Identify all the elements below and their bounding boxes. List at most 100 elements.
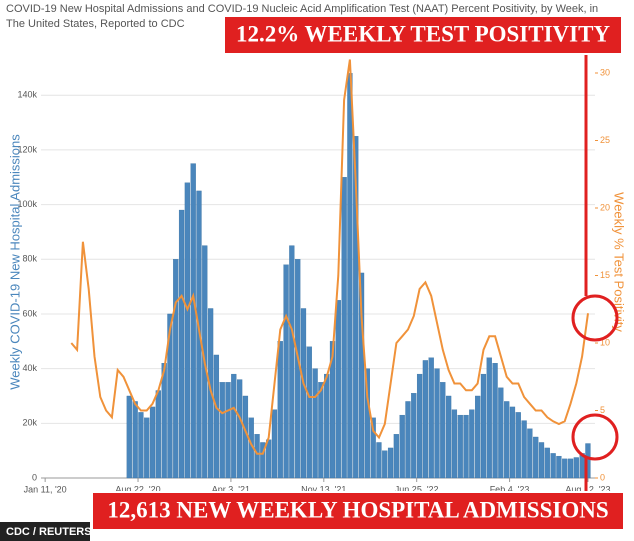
y-tick-label: 20k: [22, 418, 37, 428]
bar: [399, 414, 405, 479]
y-tick-label: 80k: [22, 254, 37, 264]
bar: [271, 409, 278, 479]
bar: [411, 393, 417, 479]
bar: [324, 373, 330, 479]
bar: [451, 409, 458, 479]
bar: [504, 401, 510, 479]
y-tick-label: 100k: [17, 199, 37, 209]
bar: [405, 401, 411, 479]
y2-axis-label: Weekly % Test Positivity: [612, 192, 627, 332]
bar: [144, 417, 150, 479]
x-tick-label: Jan 11, '20: [24, 484, 67, 494]
chart-title: COVID-19 New Hospital Admissions and COV…: [6, 3, 599, 30]
bar: [358, 272, 365, 479]
bar: [463, 414, 469, 479]
bar: [231, 373, 237, 479]
bar: [469, 409, 475, 479]
bar: [527, 428, 533, 479]
bar: [178, 209, 185, 479]
bar: [132, 401, 138, 479]
bar: [544, 447, 550, 479]
bar: [335, 300, 341, 479]
bar: [486, 357, 492, 479]
bar: [155, 390, 161, 479]
bar: [434, 368, 440, 479]
annotation-circle: [571, 294, 619, 342]
bar: [387, 447, 394, 479]
bar: [173, 259, 179, 479]
y-tick-label: 140k: [17, 90, 37, 100]
bar: [498, 387, 504, 479]
y2-tick-label: 30: [600, 67, 610, 77]
x-tick-label: Apr 3, '21: [212, 484, 250, 494]
bar: [533, 436, 539, 479]
plot: 0 20k 40k 60k 80k 100k 120k 140k 0 5 10 15 20 25 30 Jan…: [17, 59, 611, 494]
bar: [347, 73, 353, 479]
bar: [428, 357, 434, 479]
bar: [277, 341, 283, 479]
bar: [190, 163, 196, 479]
bar: [260, 442, 266, 479]
bar: [283, 264, 289, 479]
bar: [167, 313, 173, 479]
bar: [266, 439, 272, 479]
bar: [237, 379, 243, 479]
x-tick-label: Aug 12, '23: [565, 484, 610, 494]
annotation: 12.2% WEEKLY TEST POSITIVITY: [236, 21, 610, 46]
bar: [556, 455, 562, 479]
bar: [289, 245, 295, 479]
bar: [393, 434, 399, 479]
bar: [440, 382, 446, 479]
bar: [562, 458, 568, 479]
y2-tick-label: 15: [600, 270, 610, 280]
y-tick-label: 120k: [17, 144, 37, 154]
bar: [382, 450, 388, 479]
bar: [573, 457, 579, 479]
y2-tick-label: 25: [600, 135, 610, 145]
bar: [515, 412, 521, 479]
annotation: 12,613 NEW WEEKLY HOSPITAL ADMISSIONS: [107, 497, 608, 522]
source: CDC / REUTERS: [6, 526, 92, 538]
bar: [254, 434, 260, 479]
bar: [312, 368, 318, 479]
bar: [225, 382, 231, 479]
bar: [521, 420, 527, 479]
y-tick-label: 60k: [22, 308, 37, 318]
bar: [364, 368, 370, 479]
bar: [480, 373, 487, 479]
y2-tick-label: 0: [600, 472, 605, 482]
bar: [126, 395, 132, 479]
y2-tick-label: 10: [600, 337, 610, 347]
bar: [138, 412, 144, 479]
bar: [370, 417, 376, 479]
bar: [149, 406, 156, 479]
bar: [300, 308, 307, 479]
source-strip: [0, 522, 90, 541]
y2-tick-label: 5: [600, 405, 605, 415]
bar: [376, 442, 382, 479]
bar: [446, 395, 452, 479]
bar: [457, 414, 463, 479]
bar: [329, 341, 336, 479]
x-tick-label: Nov 13, '21: [301, 484, 346, 494]
x-tick-label: Jun 25, '22: [395, 484, 439, 494]
bar: [422, 360, 429, 479]
bar: [341, 177, 347, 479]
bar: [567, 458, 574, 479]
x-tick-label: Feb 4, '23: [490, 484, 530, 494]
bar: [184, 182, 190, 479]
x-tick-label: Aug 22, '20: [115, 484, 160, 494]
y2-tick-label: 20: [600, 202, 610, 212]
bar: [538, 442, 545, 479]
y-axis-label: Weekly COVID-19 New Hospital Admissions: [7, 134, 22, 390]
bar: [219, 382, 225, 479]
bar: [161, 363, 167, 479]
annotation-box: [223, 15, 623, 55]
bar: [550, 453, 556, 479]
y-tick-label: 40k: [22, 363, 37, 373]
bar: [509, 406, 516, 479]
line: [70, 59, 589, 455]
annotation-box: [91, 491, 625, 531]
